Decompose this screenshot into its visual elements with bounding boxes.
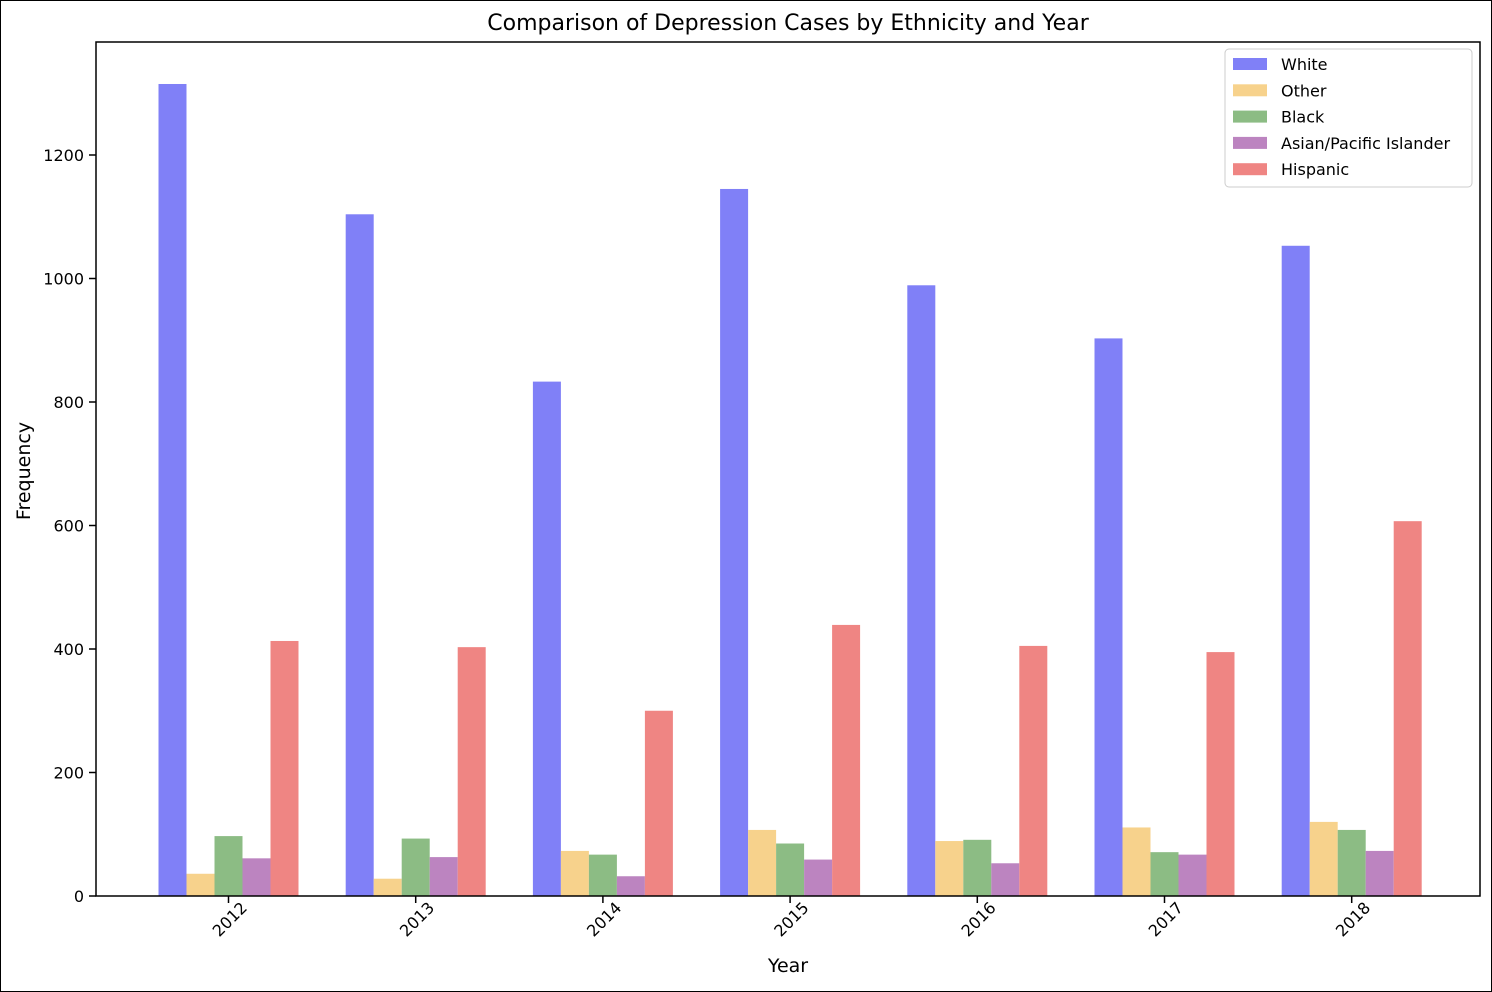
bar-hispanic-2018 xyxy=(1393,521,1422,896)
bar-white-2016 xyxy=(907,285,936,896)
y-axis: 0 200 400 600 800 1000 1200 xyxy=(43,146,96,906)
bar-black-2017 xyxy=(1150,852,1179,896)
legend: White Other Black Asian/Pacific Islander His… xyxy=(1224,48,1473,188)
x-axis: 2012 2013 2014 2015 2016 2017 2018 xyxy=(209,896,1374,940)
bar-other-2018 xyxy=(1309,821,1338,896)
y-tick-label: 1200 xyxy=(43,146,84,165)
x-axis-label: Year xyxy=(767,955,808,977)
x-tick-label: 2016 xyxy=(957,898,999,940)
bar-asian-pacific-islander-2012 xyxy=(242,858,271,896)
x-tick-label: 2018 xyxy=(1332,898,1374,940)
bar-other-2015 xyxy=(748,829,777,896)
bar-hispanic-2016 xyxy=(1019,645,1048,896)
bar-other-2017 xyxy=(1122,827,1151,896)
bar-asian-pacific-islander-2015 xyxy=(804,859,833,896)
y-tick-label: 0 xyxy=(74,887,84,906)
bar-other-2014 xyxy=(560,850,589,896)
plot-area-frame xyxy=(95,41,1481,897)
legend-swatch xyxy=(1233,58,1267,70)
bar-white-2017 xyxy=(1094,338,1123,896)
bar-hispanic-2015 xyxy=(832,624,861,896)
legend-label: Black xyxy=(1281,108,1325,127)
bar-hispanic-2012 xyxy=(270,640,299,896)
x-tick-label: 2013 xyxy=(396,898,438,940)
bar-asian-pacific-islander-2013 xyxy=(429,857,458,896)
y-tick-label: 800 xyxy=(53,393,84,412)
bar-other-2013 xyxy=(373,878,402,896)
bar-white-2018 xyxy=(1281,245,1310,896)
bar-black-2016 xyxy=(963,839,992,896)
bar-hispanic-2013 xyxy=(457,647,486,896)
chart-title: Comparison of Depression Cases by Ethnic… xyxy=(487,11,1089,36)
legend-swatch xyxy=(1233,136,1267,149)
bar-hispanic-2014 xyxy=(644,710,673,896)
legend-swatch xyxy=(1233,84,1267,97)
bar-other-2016 xyxy=(935,841,964,896)
x-tick-label: 2015 xyxy=(770,898,812,940)
bar-hispanic-2017 xyxy=(1206,652,1235,896)
y-axis-label: Frequency xyxy=(13,422,35,520)
legend-swatch xyxy=(1233,110,1267,123)
legend-label: Asian/Pacific Islander xyxy=(1281,134,1450,153)
bar-black-2012 xyxy=(214,836,243,896)
bar-white-2014 xyxy=(532,381,561,896)
legend-box xyxy=(1224,48,1473,188)
bar-black-2014 xyxy=(588,854,617,896)
bar-asian-pacific-islander-2016 xyxy=(991,863,1020,896)
bar-other-2012 xyxy=(186,873,215,896)
bar-asian-pacific-islander-2017 xyxy=(1178,854,1207,896)
bar-white-2013 xyxy=(345,214,374,896)
bar-black-2018 xyxy=(1337,829,1366,896)
bar-black-2013 xyxy=(401,838,430,896)
legend-label: White xyxy=(1281,55,1328,74)
y-tick-label: 600 xyxy=(53,517,84,536)
legend-label: Other xyxy=(1281,81,1327,100)
bar-black-2015 xyxy=(776,843,805,896)
bar-asian-pacific-islander-2018 xyxy=(1365,850,1394,896)
legend-label: Hispanic xyxy=(1281,160,1349,179)
y-tick-label: 400 xyxy=(53,640,84,659)
bar-asian-pacific-islander-2014 xyxy=(616,876,645,896)
y-tick-label: 1000 xyxy=(43,270,84,289)
legend-swatch xyxy=(1233,163,1267,176)
x-tick-label: 2017 xyxy=(1145,898,1187,940)
bar-white-2015 xyxy=(720,188,749,896)
x-tick-label: 2012 xyxy=(209,898,251,940)
x-tick-label: 2014 xyxy=(583,898,625,940)
bars-group xyxy=(158,83,1422,897)
y-tick-label: 200 xyxy=(53,764,84,783)
bar-white-2012 xyxy=(158,83,187,897)
